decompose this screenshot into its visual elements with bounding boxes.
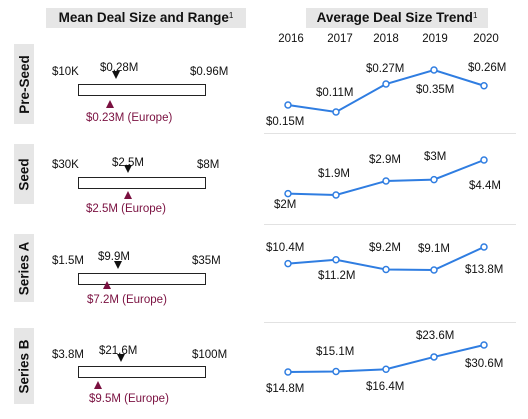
trend-value-label: $9.2M [369,242,401,254]
trend-value-label: $16.4M [366,381,405,393]
europe-label: $0.23M (Europe) [86,112,173,124]
trend-point [284,189,292,198]
footnote-mark: 1 [228,11,234,20]
europe-label: $9.5M (Europe) [89,393,169,405]
range-mean-label: $0.28M [100,62,139,74]
trend-point [430,353,438,361]
trend-value-label: $23.6M [416,330,455,342]
stage-label-series-a: Series A [14,234,34,302]
range-min-label: $10K [52,66,79,78]
range-max-label: $8M [197,159,220,171]
stage-label-seed: Seed [14,144,34,204]
trend-value-label: $2.9M [369,154,401,166]
range-max-label: $0.96M [190,66,229,78]
trend-value-label: $0.15M [266,116,305,128]
trend-point [480,341,488,349]
year-label: 2019 [422,33,448,45]
trend-value-label: $13.8M [465,264,504,276]
trend-value-label: $0.26M [468,62,507,74]
range-bar [78,366,206,378]
range-min-label: $1.5M [52,255,84,267]
trend-value-label: $0.27M [366,63,405,75]
row-divider [264,224,516,225]
trend-point [382,265,390,274]
trend-value-label: $9.1M [418,243,450,255]
stage-label-pre-seed: Pre-Seed [14,44,34,124]
mean-marker [117,354,125,362]
range-min-label: $3.8M [52,349,84,361]
europe-marker [124,191,132,199]
europe-label: $2.5M (Europe) [86,203,166,215]
trend-point [332,255,340,264]
trend-panel-title: Average Deal Size Trend1 [306,8,488,28]
year-label: 2018 [373,33,399,45]
trend-point [284,259,292,268]
trend-value-label: $0.35M [416,84,455,96]
stage-label-series-b: Series B [14,328,34,404]
trend-value-label: $10.4M [266,242,305,254]
trend-point [332,367,340,376]
trend-value-label: $2M [274,199,297,211]
range-mean-label: $21.6M [99,345,138,357]
europe-marker [94,381,102,389]
trend-value-label: $1.9M [318,168,350,180]
trend-value-label: $30.6M [465,358,504,370]
trend-point [480,243,488,251]
trend-point [430,175,438,184]
range-min-label: $30K [52,159,79,171]
range-bar [78,273,206,285]
trend-value-label: $14.8M [266,383,305,395]
trend-point [430,266,438,274]
trend-value-label: $4.4M [469,180,501,192]
trend-point [332,108,340,116]
europe-marker [103,281,111,289]
trend-value-label: $0.11M [316,87,354,99]
trend-point [430,66,438,74]
trend-point [480,82,488,90]
mean-marker [114,261,122,269]
trend-value-label: $11.2M [318,270,356,282]
range-max-label: $100M [192,349,228,361]
trend-point [332,191,340,199]
range-mean-label: $9.9M [98,251,130,263]
trend-point [284,101,292,109]
range-bar [78,84,206,96]
range-max-label: $35M [192,255,221,267]
year-label: 2017 [327,33,353,45]
europe-marker [106,100,114,108]
mean-marker [112,71,120,79]
range-mean-label: $2.5M [112,157,144,169]
year-label: 2016 [278,33,304,45]
europe-label: $7.2M (Europe) [87,294,167,306]
trend-point [284,368,292,376]
trend-point [480,156,488,164]
range-title-text: Mean Deal Size and Range [58,10,229,25]
trend-point [382,80,390,88]
trend-value-label: $15.1M [316,346,355,358]
trend-point [382,177,390,185]
mean-marker [124,165,132,173]
range-panel-title: Mean Deal Size and Range1 [46,8,246,28]
row-divider [264,322,516,323]
trend-title-text: Average Deal Size Trend [316,10,473,25]
trend-value-label: $3M [424,151,447,163]
year-label: 2020 [473,33,499,45]
footnote-mark: 1 [472,11,478,20]
row-divider [264,133,516,134]
trend-point [382,365,390,374]
range-bar [78,177,206,189]
